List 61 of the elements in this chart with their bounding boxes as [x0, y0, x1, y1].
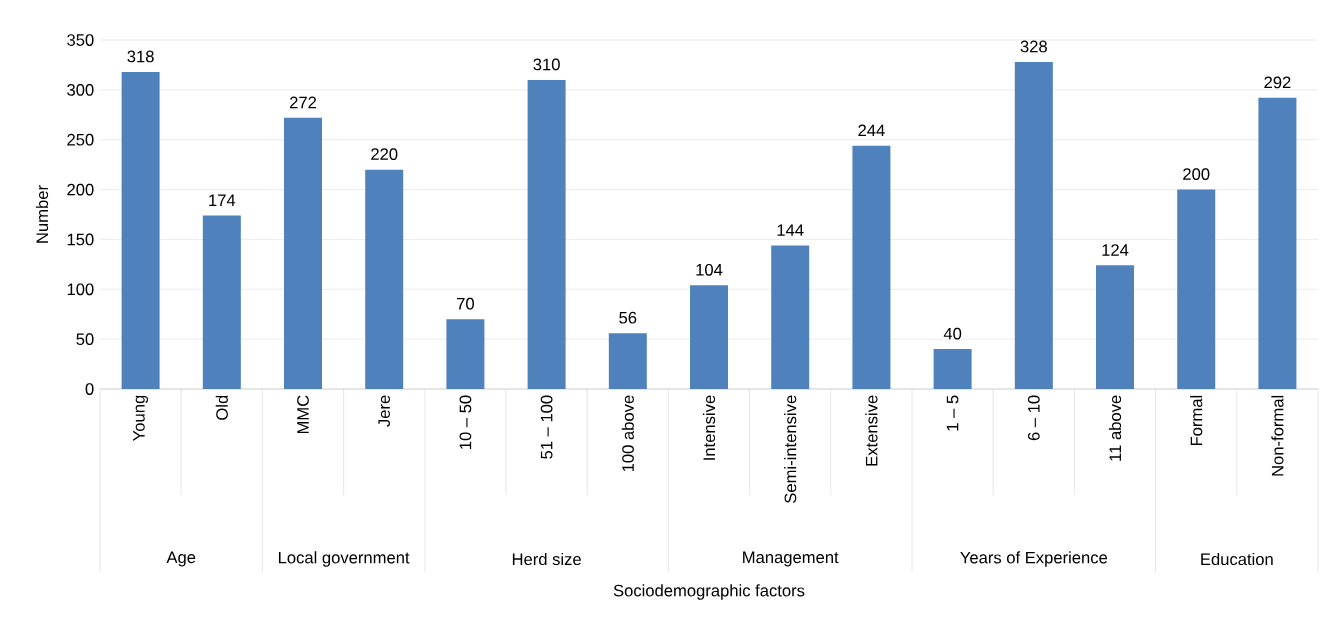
text: Age: [166, 551, 196, 567]
bar: [202, 215, 241, 390]
x-tick-label: 51 – 100: [540, 395, 553, 459]
y-axis-title: Number: [35, 185, 49, 243]
text: Herd size: [512, 552, 581, 566]
bar: [608, 333, 647, 390]
y-tick-label: 350: [67, 34, 94, 46]
x-tick-label: MMC: [297, 395, 309, 434]
x-tick-label: Semi-intensive: [784, 395, 797, 503]
x-tick-label: Old: [215, 395, 228, 420]
x-axis-title: Sociodemographic factors: [613, 584, 805, 600]
y-tick-label: 200: [67, 183, 94, 196]
x-tick-label: 100 above: [621, 395, 634, 472]
bar: [690, 285, 729, 390]
x-tick-label: Jere: [378, 395, 391, 427]
x-tick-label: 6 – 10: [1027, 395, 1040, 441]
bar: [1014, 61, 1053, 390]
data-label: 124: [1102, 244, 1129, 256]
x-tick-label: Non-formal: [1271, 395, 1284, 476]
x-tick-label: Formal: [1190, 395, 1203, 446]
text: Management: [743, 551, 839, 567]
x-tick-label: Young: [133, 395, 149, 441]
bar: [365, 169, 404, 390]
x-tick-label: 1 – 5: [946, 395, 959, 431]
bar: [1096, 265, 1135, 390]
data-label: 40: [943, 327, 962, 340]
x-tick-label: 11 above: [1108, 395, 1122, 461]
data-label: 144: [777, 224, 804, 236]
y-tick-label: 300: [67, 83, 94, 96]
bar: [1258, 97, 1297, 390]
y-tick-label: 50: [76, 333, 94, 346]
data-label: 56: [619, 311, 637, 324]
y-tick-label: 100: [67, 283, 94, 296]
bar: [284, 117, 323, 390]
data-label: 292: [1264, 76, 1291, 89]
data-label: 244: [858, 124, 885, 137]
text: Local government: [278, 551, 410, 567]
bar: [771, 245, 810, 390]
bar: [446, 319, 485, 390]
data-label: 310: [533, 58, 560, 71]
data-label: 70: [457, 297, 474, 310]
bar: [527, 79, 566, 390]
bar: [933, 349, 972, 390]
bar: [121, 71, 160, 390]
y-tick-label: 250: [67, 133, 94, 146]
data-label: 318: [127, 50, 154, 63]
text: Years of Experience: [960, 551, 1108, 567]
data-label: 104: [696, 263, 723, 276]
data-label: 272: [289, 96, 317, 109]
x-tick-label: Intensive: [702, 395, 716, 460]
bar: [1177, 189, 1216, 390]
x-tick-label: Extensive: [865, 395, 878, 466]
data-label: 328: [1020, 40, 1047, 53]
bar: [852, 145, 891, 390]
y-tick-label: 150: [67, 233, 94, 246]
text: Education: [1201, 552, 1273, 566]
y-tick-label: 0: [85, 383, 94, 395]
data-label: 220: [371, 148, 398, 161]
x-tick-label: 10 – 50: [459, 395, 472, 449]
data-label: 200: [1183, 168, 1210, 180]
data-label: 174: [209, 194, 236, 206]
